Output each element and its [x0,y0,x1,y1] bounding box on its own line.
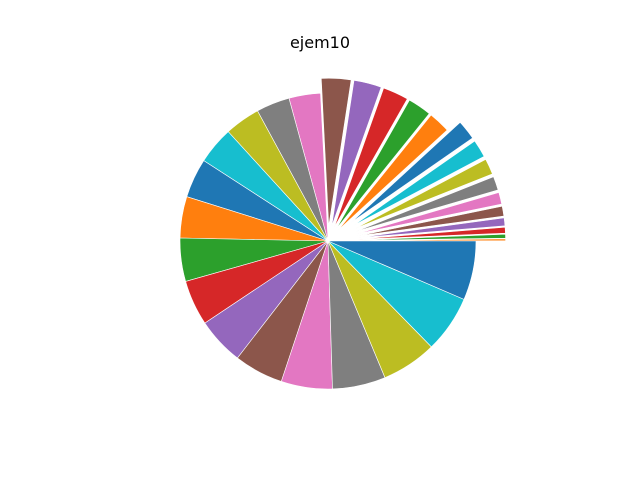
pie-slice-7 [355,176,499,232]
pie-slice-6 [356,192,502,235]
pie-slice-2 [357,233,506,241]
pie-slice-9 [352,140,485,226]
pie-slice-8 [354,159,493,229]
pie-slice-5 [356,205,505,237]
pie-slice-30 [327,240,477,300]
pie-slice-13 [333,87,408,228]
pie-slice-4 [357,217,506,239]
pie-slice-10 [350,122,473,223]
pie-slice-15 [320,77,352,227]
pie-slice-11 [337,114,448,231]
pie-slice-14 [331,80,382,227]
pie-slice-12 [336,99,430,230]
pie-slice-1 [357,238,506,242]
chart-title: ejem10 [289,33,351,52]
pie-slice-3 [357,226,506,240]
